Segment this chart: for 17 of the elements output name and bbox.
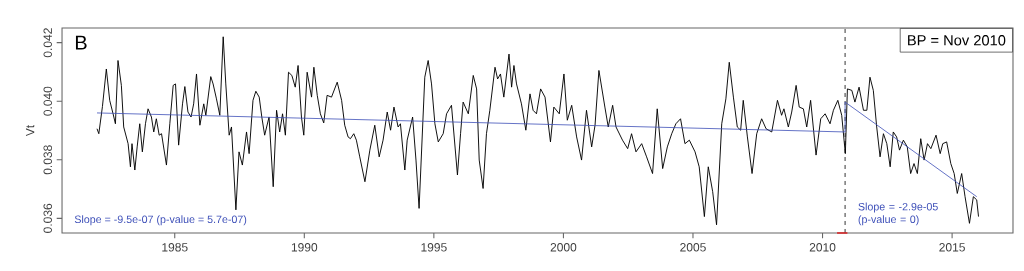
x-tick-label: 1990 [291,243,318,252]
y-tick-label: 0.040 [43,86,52,116]
y-axis-title: Vt [25,124,35,137]
annotation: Slope = -9.5e-07 (p-value = 5.7e-07) [74,215,247,226]
y-tick-label: 0.038 [43,145,52,175]
annotation: B [75,35,87,50]
x-tick-label: 2015 [939,243,965,252]
line-series [96,101,978,198]
x-tick-label: 2005 [680,243,706,252]
annotation: Slope = -2.9e-05 (p-value = 0) [858,202,938,226]
x-tick-label: 2010 [809,243,836,252]
annotation: BP = Nov 2010 [908,35,1006,46]
x-tick-label: 1985 [162,243,188,252]
y-tick-label: 0.036 [43,203,52,233]
y-tick-label: 0.042 [43,28,52,58]
x-tick-label: 2000 [550,243,577,252]
x-tick-label: 1995 [421,243,447,252]
